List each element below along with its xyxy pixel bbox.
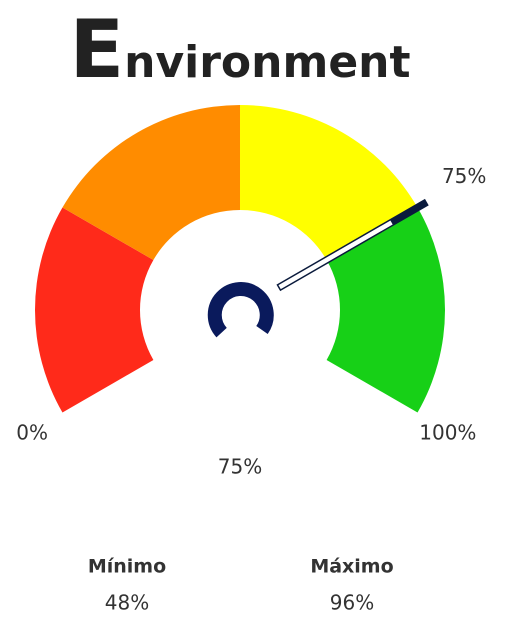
stat-name: Mínimo [88, 556, 166, 578]
stat-name: Máximo [310, 556, 393, 578]
tick-label: 100% [419, 421, 476, 445]
tick-label: 0% [16, 421, 48, 445]
gauge-band [34, 207, 154, 413]
value-label: 75% [218, 455, 262, 479]
gauge-band [240, 105, 418, 260]
needle-label: 75% [442, 164, 486, 188]
needle-tip [390, 199, 428, 226]
gauge-band [326, 207, 445, 413]
stat-value: 48% [105, 591, 149, 615]
gauge-band [62, 105, 241, 260]
chart-title: Environment [69, 3, 411, 96]
stat-value: 96% [330, 591, 374, 615]
gauge-hub [207, 282, 274, 338]
